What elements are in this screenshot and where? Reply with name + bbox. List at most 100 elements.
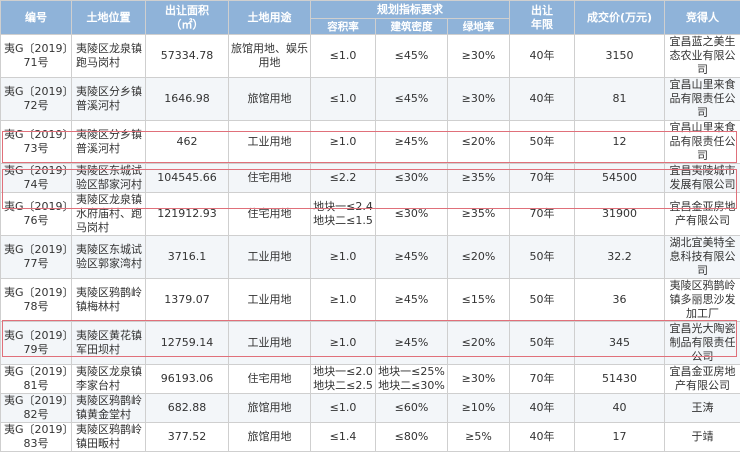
cell-term: 70年 (510, 193, 575, 236)
cell-term: 50年 (510, 322, 575, 365)
cell-area: 121912.93 (146, 193, 229, 236)
cell-use: 旅馆用地 (229, 78, 311, 121)
cell-code: 夷G〔2019〕74号 (1, 164, 72, 193)
cell-term: 70年 (510, 365, 575, 394)
cell-price: 51430 (575, 365, 665, 394)
cell-green: ≥35% (448, 164, 510, 193)
cell-density: ≥45% (376, 121, 448, 164)
cell-green: ≤20% (448, 236, 510, 279)
cell-location: 夷陵区鸦鹊岭镇梅林村 (72, 279, 146, 322)
header-area-line1: 出让面积 (148, 4, 226, 18)
cell-far: ≤1.0 (311, 394, 376, 423)
header-area-line2: （㎡） (148, 18, 226, 32)
table-header: 编号 土地位置 出让面积 （㎡） 土地用途 规划指标要求 出让 年限 成交价(万… (1, 1, 740, 35)
cell-far: 地块一≤2.0 地块二≤2.5 (311, 365, 376, 394)
cell-location: 夷陵区鸦鹊岭镇黄金堂村 (72, 394, 146, 423)
cell-price: 17 (575, 423, 665, 452)
cell-buyer: 宜昌蓝之美生态农业有限公司 (665, 35, 740, 78)
cell-code: 夷G〔2019〕77号 (1, 236, 72, 279)
cell-green: ≥5% (448, 423, 510, 452)
cell-far: ≥1.0 (311, 322, 376, 365)
cell-location: 夷陵区分乡镇普溪河村 (72, 121, 146, 164)
cell-use: 旅馆用地 (229, 423, 311, 452)
cell-far: ≤1.0 (311, 78, 376, 121)
cell-use: 工业用地 (229, 236, 311, 279)
cell-density: 地块一≤25% 地块二≤30% (376, 365, 448, 394)
cell-buyer: 宜昌光大陶瓷制品有限责任公司 (665, 322, 740, 365)
cell-green: ≥30% (448, 35, 510, 78)
cell-far: ≤1.4 (311, 423, 376, 452)
cell-code: 夷G〔2019〕79号 (1, 322, 72, 365)
header-price: 成交价(万元) (575, 1, 665, 35)
cell-density: ≤30% (376, 193, 448, 236)
cell-term: 40年 (510, 423, 575, 452)
cell-code: 夷G〔2019〕83号 (1, 423, 72, 452)
cell-term: 40年 (510, 394, 575, 423)
cell-density: ≤80% (376, 423, 448, 452)
cell-green: ≥30% (448, 78, 510, 121)
cell-area: 96193.06 (146, 365, 229, 394)
cell-term: 50年 (510, 236, 575, 279)
cell-term: 50年 (510, 121, 575, 164)
cell-far: ≤1.0 (311, 35, 376, 78)
cell-price: 12 (575, 121, 665, 164)
cell-density: ≤45% (376, 35, 448, 78)
cell-term: 50年 (510, 279, 575, 322)
header-green: 绿地率 (448, 19, 510, 35)
cell-buyer: 宜昌山里来食品有限责任公司 (665, 121, 740, 164)
cell-buyer: 宜昌金亚房地产有限公司 (665, 365, 740, 394)
cell-use: 工业用地 (229, 121, 311, 164)
cell-price: 36 (575, 279, 665, 322)
cell-code: 夷G〔2019〕81号 (1, 365, 72, 394)
cell-code: 夷G〔2019〕72号 (1, 78, 72, 121)
cell-location: 夷陵区龙泉镇水府庙村、跑马岗村 (72, 193, 146, 236)
cell-location: 夷陵区龙泉镇李家台村 (72, 365, 146, 394)
header-planning: 规划指标要求 (311, 1, 510, 19)
cell-price: 40 (575, 394, 665, 423)
cell-use: 住宅用地 (229, 193, 311, 236)
cell-buyer: 宜昌金亚房地产有限公司 (665, 193, 740, 236)
cell-buyer: 湖北宜美特全息科技有限公司 (665, 236, 740, 279)
header-location: 土地位置 (72, 1, 146, 35)
cell-location: 夷陵区东城试验区郜家河村 (72, 164, 146, 193)
cell-area: 462 (146, 121, 229, 164)
cell-code: 夷G〔2019〕82号 (1, 394, 72, 423)
cell-price: 81 (575, 78, 665, 121)
cell-use: 工业用地 (229, 279, 311, 322)
header-term-line1: 出让 (512, 4, 572, 18)
cell-term: 40年 (510, 35, 575, 78)
cell-use: 旅馆用地、娱乐用地 (229, 35, 311, 78)
cell-area: 1646.98 (146, 78, 229, 121)
cell-price: 32.2 (575, 236, 665, 279)
cell-area: 377.52 (146, 423, 229, 452)
cell-location: 夷陵区黄花镇军田坝村 (72, 322, 146, 365)
header-use: 土地用途 (229, 1, 311, 35)
cell-green: ≥35% (448, 193, 510, 236)
cell-code: 夷G〔2019〕76号 (1, 193, 72, 236)
cell-far: ≥1.0 (311, 121, 376, 164)
cell-buyer: 于靖 (665, 423, 740, 452)
cell-density: ≤45% (376, 78, 448, 121)
cell-density: ≥45% (376, 322, 448, 365)
cell-area: 104545.66 (146, 164, 229, 193)
header-term: 出让 年限 (510, 1, 575, 35)
header-buyer: 竞得人 (665, 1, 740, 35)
cell-location: 夷陵区分乡镇普溪河村 (72, 78, 146, 121)
header-term-line2: 年限 (512, 18, 572, 32)
cell-density: ≥45% (376, 236, 448, 279)
cell-far: ≤2.2 (311, 164, 376, 193)
cell-use: 住宅用地 (229, 365, 311, 394)
header-far: 容积率 (311, 19, 376, 35)
cell-term: 70年 (510, 164, 575, 193)
cell-price: 345 (575, 322, 665, 365)
cell-code: 夷G〔2019〕73号 (1, 121, 72, 164)
